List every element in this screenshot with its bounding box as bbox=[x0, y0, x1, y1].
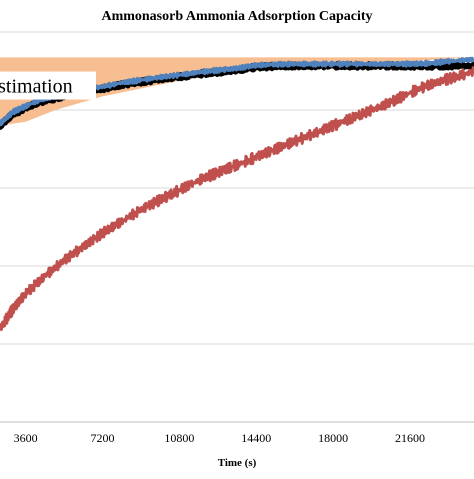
x-tick-label: 18000 bbox=[318, 431, 348, 445]
x-tick-label: 3600 bbox=[14, 431, 38, 445]
x-tick-label: 10800 bbox=[164, 431, 194, 445]
chart-title: Ammonasorb Ammonia Adsorption Capacity bbox=[101, 9, 372, 24]
annotation-box bbox=[0, 71, 96, 100]
shaded-region-layer bbox=[0, 57, 474, 126]
x-tick-label: 21600 bbox=[395, 431, 425, 445]
grid-lines bbox=[0, 31, 474, 345]
x-tick-label: 7200 bbox=[90, 431, 114, 445]
shaded-region-estimation bbox=[0, 57, 474, 126]
x-axis-label: Time (s) bbox=[218, 457, 257, 469]
series-line-3 bbox=[0, 66, 474, 332]
x-tick-labels: 3600 7200 10800 14400 18000 21600 bbox=[14, 431, 425, 445]
annotation-layer: stimation bbox=[0, 71, 96, 100]
annotation-text: stimation bbox=[0, 76, 73, 98]
x-tick-label: 14400 bbox=[241, 431, 271, 445]
